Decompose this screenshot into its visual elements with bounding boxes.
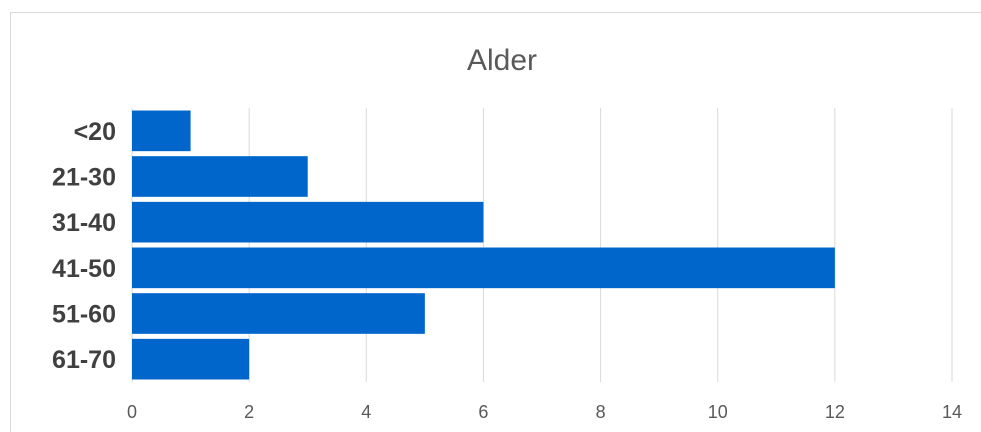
gridlines — [131, 108, 953, 382]
category-label: 61-70 — [52, 346, 116, 374]
x-tick-label: 2 — [244, 402, 254, 422]
bar — [132, 110, 191, 152]
x-tick-label: 10 — [708, 402, 728, 422]
chart-title: Alder — [467, 44, 537, 77]
category-label: 51-60 — [52, 301, 116, 329]
category-label: 41-50 — [52, 255, 116, 283]
bar — [132, 293, 425, 334]
x-tick-label: 4 — [361, 402, 371, 422]
category-label: 31-40 — [52, 209, 116, 237]
x-tick-label: 6 — [478, 402, 488, 422]
bars — [132, 110, 835, 380]
bar — [132, 247, 835, 289]
bar — [132, 201, 484, 243]
bar — [132, 338, 250, 380]
x-tick-label: 14 — [942, 402, 962, 422]
x-tick-label: 12 — [825, 402, 845, 422]
chart-frame — [10, 12, 981, 432]
category-labels: <20 21-30 31-40 41-50 51-60 61-70 — [52, 118, 116, 374]
category-label: <20 — [74, 118, 116, 146]
x-tick-labels: 0 2 4 6 8 10 12 14 — [127, 402, 962, 422]
x-tick-label: 8 — [596, 402, 606, 422]
bar — [132, 156, 308, 197]
category-label: 21-30 — [52, 164, 116, 192]
x-tick-label: 0 — [127, 402, 137, 422]
